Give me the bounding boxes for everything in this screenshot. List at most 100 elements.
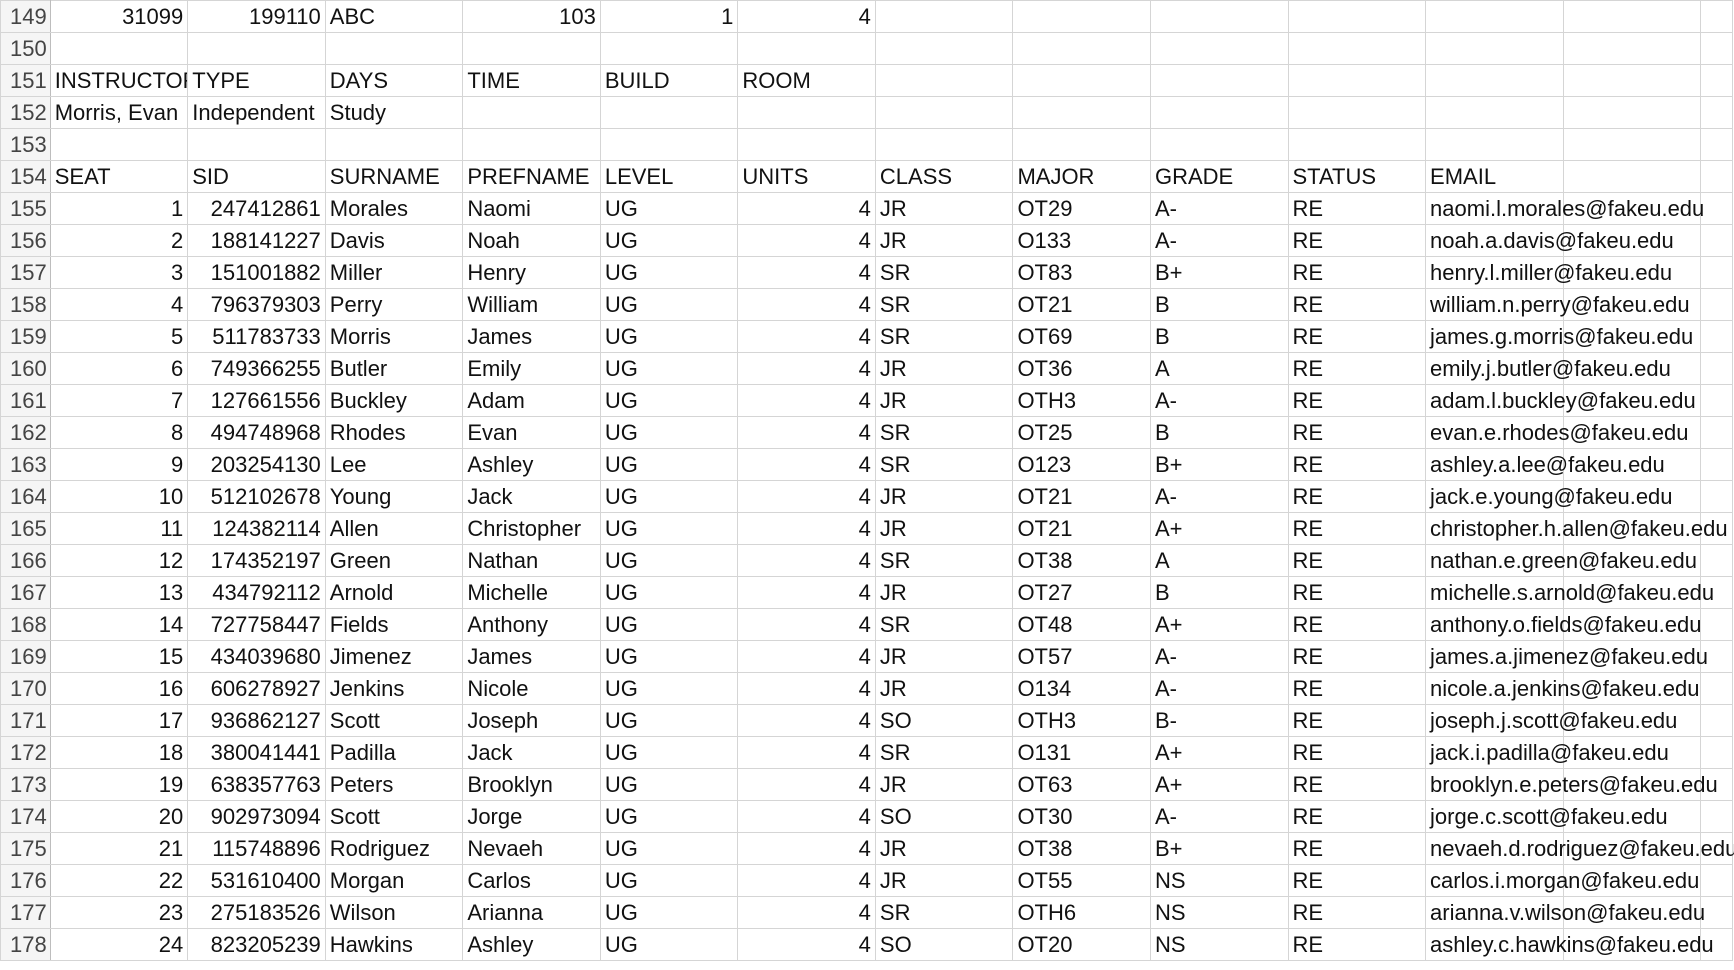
- major-cell[interactable]: OT21: [1012, 480, 1151, 513]
- cell[interactable]: [737, 96, 876, 129]
- cell[interactable]: 31099: [49, 0, 189, 33]
- cell[interactable]: [1425, 96, 1564, 129]
- major-cell[interactable]: OTH3: [1012, 384, 1151, 417]
- sid-cell[interactable]: 727758447: [187, 608, 326, 641]
- level-cell[interactable]: UG: [599, 384, 739, 417]
- row-header[interactable]: 163: [0, 448, 51, 481]
- cell[interactable]: [1700, 224, 1733, 257]
- level-cell[interactable]: UG: [599, 480, 739, 513]
- prefname-cell[interactable]: Joseph: [462, 704, 601, 737]
- major-cell[interactable]: OT30: [1012, 800, 1151, 833]
- cell[interactable]: [1149, 96, 1289, 129]
- class-cell[interactable]: SR: [874, 320, 1014, 353]
- header-cell-sid[interactable]: SID: [187, 160, 326, 193]
- grade-cell[interactable]: A-: [1149, 800, 1289, 833]
- units-cell[interactable]: 4: [737, 288, 876, 321]
- class-cell[interactable]: JR: [874, 864, 1014, 897]
- row-header[interactable]: 161: [0, 384, 51, 417]
- seat-cell[interactable]: 15: [49, 640, 189, 673]
- status-cell[interactable]: RE: [1287, 608, 1427, 641]
- units-cell[interactable]: 4: [737, 192, 876, 225]
- grade-cell[interactable]: B+: [1149, 256, 1289, 289]
- units-cell[interactable]: 4: [737, 608, 876, 641]
- seat-cell[interactable]: 24: [49, 928, 189, 961]
- row-header[interactable]: 159: [0, 320, 51, 353]
- surname-cell[interactable]: Scott: [324, 800, 464, 833]
- class-cell[interactable]: JR: [874, 224, 1014, 257]
- prefname-cell[interactable]: Carlos: [462, 864, 601, 897]
- cell[interactable]: [1562, 672, 1702, 705]
- seat-cell[interactable]: 21: [49, 832, 189, 865]
- cell[interactable]: [1700, 256, 1733, 289]
- status-cell[interactable]: RE: [1287, 288, 1427, 321]
- sid-cell[interactable]: 606278927: [187, 672, 326, 705]
- cell[interactable]: [1700, 896, 1733, 929]
- status-cell[interactable]: RE: [1287, 512, 1427, 545]
- row-header[interactable]: 155: [0, 192, 51, 225]
- surname-cell[interactable]: Rodriguez: [324, 832, 464, 865]
- cell[interactable]: [462, 96, 601, 129]
- units-cell[interactable]: 4: [737, 384, 876, 417]
- cell[interactable]: [1700, 288, 1733, 321]
- major-cell[interactable]: OT21: [1012, 512, 1151, 545]
- header-cell-prefname[interactable]: PREFNAME: [462, 160, 601, 193]
- email-cell[interactable]: adam.l.buckley@fakeu.edu: [1425, 384, 1696, 417]
- surname-cell[interactable]: Padilla: [324, 736, 464, 769]
- status-cell[interactable]: RE: [1287, 448, 1427, 481]
- cell[interactable]: [1700, 352, 1733, 385]
- prefname-cell[interactable]: Ashley: [462, 448, 601, 481]
- level-cell[interactable]: UG: [599, 800, 739, 833]
- grade-cell[interactable]: A+: [1149, 736, 1289, 769]
- level-cell[interactable]: UG: [599, 768, 739, 801]
- cell[interactable]: [324, 32, 464, 65]
- cell[interactable]: [1149, 0, 1289, 33]
- prefname-cell[interactable]: Henry: [462, 256, 601, 289]
- row-header[interactable]: 164: [0, 480, 51, 513]
- cell[interactable]: [1012, 0, 1151, 33]
- row-header[interactable]: 169: [0, 640, 51, 673]
- class-cell[interactable]: SR: [874, 416, 1014, 449]
- level-cell[interactable]: UG: [599, 416, 739, 449]
- class-cell[interactable]: SR: [874, 448, 1014, 481]
- seat-cell[interactable]: 3: [49, 256, 189, 289]
- prefname-cell[interactable]: Adam: [462, 384, 601, 417]
- row-header[interactable]: 158: [0, 288, 51, 321]
- cell[interactable]: [1562, 512, 1702, 545]
- prefname-cell[interactable]: Anthony: [462, 608, 601, 641]
- seat-cell[interactable]: 16: [49, 672, 189, 705]
- cell[interactable]: [1700, 320, 1733, 353]
- cell[interactable]: [874, 0, 1014, 33]
- units-cell[interactable]: 4: [737, 256, 876, 289]
- sid-cell[interactable]: 174352197: [187, 544, 326, 577]
- grade-cell[interactable]: NS: [1149, 928, 1289, 961]
- prefname-cell[interactable]: Nevaeh: [462, 832, 601, 865]
- major-cell[interactable]: O131: [1012, 736, 1151, 769]
- class-cell[interactable]: JR: [874, 192, 1014, 225]
- level-cell[interactable]: UG: [599, 352, 739, 385]
- cell[interactable]: 103: [462, 0, 601, 33]
- sid-cell[interactable]: 115748896: [187, 832, 326, 865]
- status-cell[interactable]: RE: [1287, 864, 1427, 897]
- status-cell[interactable]: RE: [1287, 480, 1427, 513]
- sid-cell[interactable]: 512102678: [187, 480, 326, 513]
- email-cell[interactable]: nicole.a.jenkins@fakeu.edu: [1425, 672, 1699, 705]
- cell[interactable]: [1287, 32, 1427, 65]
- major-cell[interactable]: OT21: [1012, 288, 1151, 321]
- cell[interactable]: [874, 64, 1014, 97]
- surname-cell[interactable]: Green: [324, 544, 464, 577]
- grade-cell[interactable]: B+: [1149, 832, 1289, 865]
- header-cell-units[interactable]: UNITS: [737, 160, 876, 193]
- cell[interactable]: [1562, 128, 1702, 161]
- class-cell[interactable]: SR: [874, 608, 1014, 641]
- units-cell[interactable]: 4: [737, 416, 876, 449]
- surname-cell[interactable]: Young: [324, 480, 464, 513]
- cell[interactable]: [1700, 160, 1733, 193]
- class-cell[interactable]: JR: [874, 768, 1014, 801]
- cell[interactable]: [187, 128, 326, 161]
- cell[interactable]: [1562, 544, 1702, 577]
- seat-cell[interactable]: 20: [49, 800, 189, 833]
- major-cell[interactable]: O133: [1012, 224, 1151, 257]
- surname-cell[interactable]: Fields: [324, 608, 464, 641]
- status-cell[interactable]: RE: [1287, 352, 1427, 385]
- row-header[interactable]: 168: [0, 608, 51, 641]
